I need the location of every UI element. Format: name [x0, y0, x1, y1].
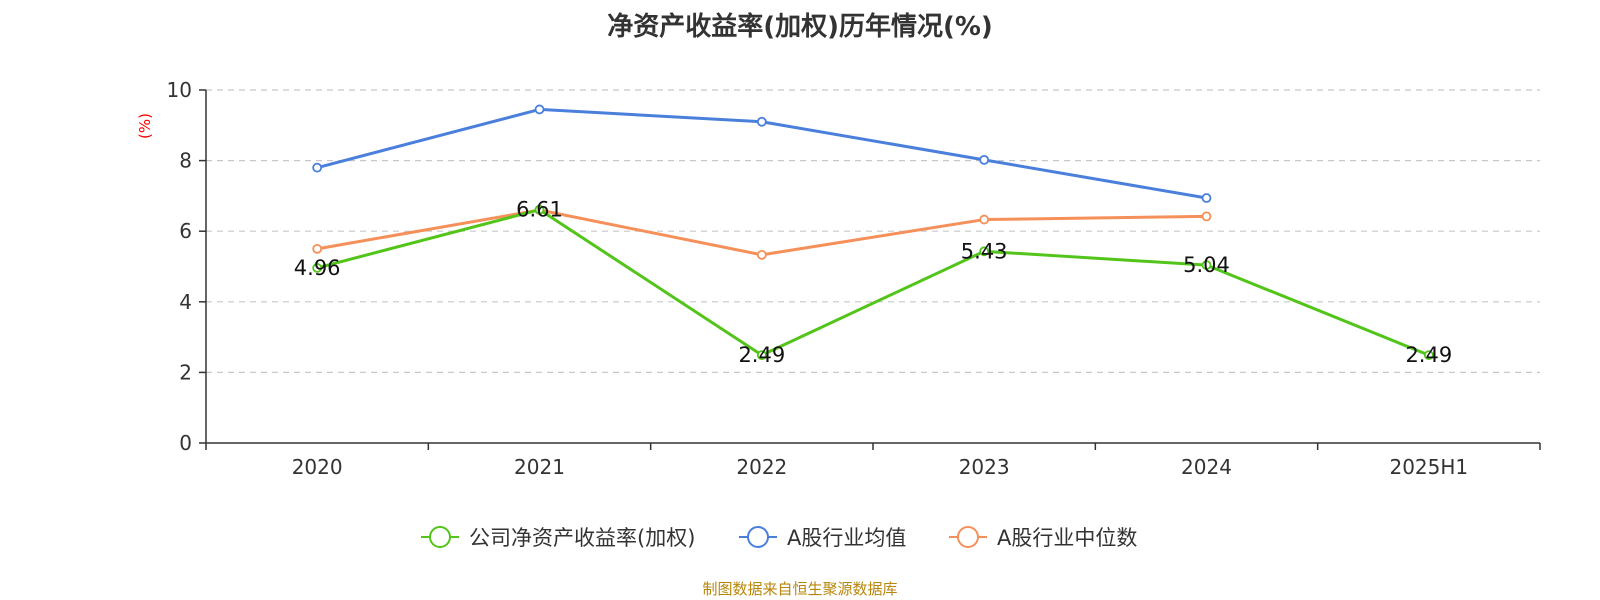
legend-label: A股行业均值 — [787, 526, 906, 550]
legend-label: A股行业中位数 — [997, 526, 1137, 550]
grid-layer — [206, 89, 1540, 373]
data-label: 2.49 — [738, 343, 785, 367]
data-label: 2.49 — [1405, 343, 1452, 367]
axis-layer: 0 2 4 6 8 10 (%) 2020 2021 2022 2023 2024 2025H1 — [136, 78, 1541, 479]
source-note: 制图数据来自恒生聚源数据库 — [702, 580, 898, 598]
data-point — [979, 246, 990, 257]
data-label: 4.96 — [294, 256, 341, 280]
y-tick-label: 4 — [179, 290, 192, 314]
x-tick-label: 2022 — [736, 455, 787, 479]
data-point — [1423, 350, 1434, 361]
x-tick-label: 2020 — [292, 455, 343, 479]
y-axis-label: (%) — [136, 113, 154, 139]
legend-marker — [957, 526, 979, 548]
y-tick-label: 2 — [179, 360, 192, 384]
label-layer: 4.96 6.61 2.49 5.43 5.04 2.49 — [294, 198, 1452, 367]
data-point — [312, 263, 323, 273]
data-point — [1201, 193, 1212, 203]
legend-layer: 公司净资产收益率(加权) A股行业均值 A股行业中位数 — [421, 526, 1137, 550]
legend-marker — [429, 526, 451, 548]
legend-item: 公司净资产收益率(加权) — [421, 526, 695, 550]
x-tick-label: 2023 — [959, 455, 1010, 479]
data-point — [534, 104, 545, 115]
data-label: 5.43 — [961, 239, 1008, 263]
series-line — [316, 208, 1430, 357]
x-tick-label: 2025H1 — [1389, 455, 1468, 479]
y-tick-label: 10 — [167, 78, 192, 102]
data-point — [979, 154, 990, 165]
data-point — [312, 243, 323, 254]
data-point — [534, 204, 545, 215]
data-point — [1201, 211, 1212, 222]
legend-item: A股行业均值 — [739, 526, 906, 550]
data-point — [312, 162, 323, 173]
legend-item: A股行业中位数 — [949, 526, 1137, 550]
legend-marker — [747, 526, 769, 548]
data-label: 5.04 — [1183, 253, 1230, 277]
data-point — [756, 116, 767, 127]
y-tick-label: 6 — [179, 219, 192, 243]
y-tick-label: 0 — [179, 431, 192, 455]
data-label: 6.61 — [516, 198, 563, 222]
legend-label: 公司净资产收益率(加权) — [469, 526, 695, 550]
x-tick-label: 2021 — [514, 455, 565, 479]
chart-title: 净资产收益率(加权)历年情况(%) — [607, 12, 993, 42]
data-point — [1201, 260, 1212, 270]
data-point — [756, 350, 767, 361]
data-point — [756, 249, 767, 260]
x-tick-label: 2024 — [1181, 455, 1232, 479]
series-layer — [312, 104, 1434, 361]
y-tick-label: 8 — [179, 149, 192, 173]
data-point — [979, 214, 990, 225]
